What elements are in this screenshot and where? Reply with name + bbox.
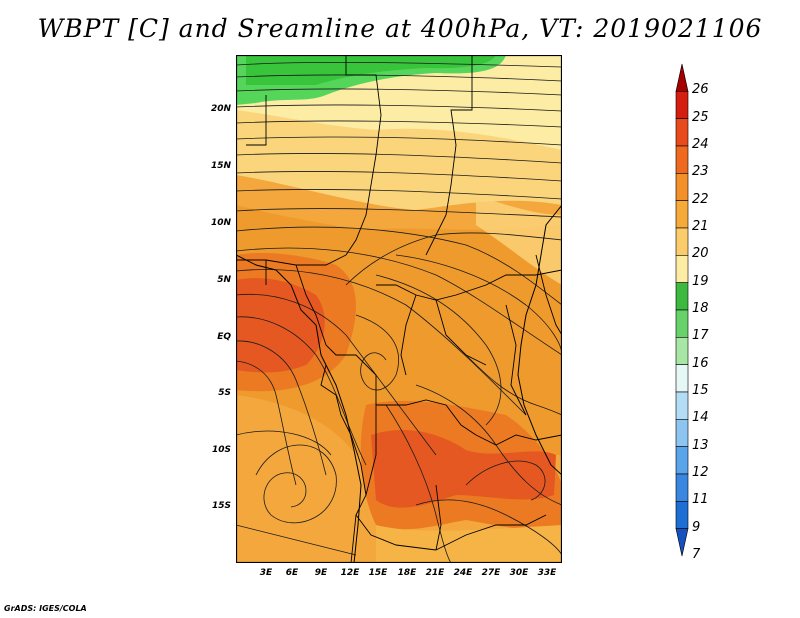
colorbar-segment [675, 63, 689, 92]
colorbar-label: 26 [692, 82, 709, 98]
colorbar-segment [675, 419, 689, 447]
lat-label: 15N [210, 161, 231, 171]
colorbar-segment [675, 200, 689, 229]
lon-label: 18E [397, 568, 417, 578]
colorbar-label: 13 [692, 437, 709, 453]
country-borders [236, 55, 562, 563]
colorbar-segment [675, 227, 689, 256]
lat-label: 20N [210, 104, 231, 114]
field-orange-sw [236, 395, 360, 563]
map-panel [236, 55, 562, 563]
lon-label: 15E [368, 568, 388, 578]
field-orange-bottom [376, 525, 562, 563]
field-red-west-core [236, 278, 325, 373]
lat-label: 15S [211, 501, 231, 511]
colorbar-segment [675, 528, 689, 557]
map-title: WBPT [C] and Sreamline at 400hPa, VT: 20… [37, 14, 763, 43]
colorbar-segment [675, 309, 689, 338]
colorbar-segment [675, 145, 689, 174]
lon-label: 33E [537, 568, 557, 578]
lat-label: 10S [211, 445, 231, 455]
colorbar-label: 22 [692, 191, 709, 207]
coastline [236, 254, 362, 563]
lat-label: 5N [217, 275, 231, 285]
colorbar-label: 18 [692, 301, 709, 316]
colorbar-segment [675, 501, 689, 529]
colorbar-segment [675, 337, 689, 365]
colorbar-label: 16 [692, 355, 709, 371]
colorbar-label: 17 [692, 328, 709, 344]
credit-text: GrADS: IGES/COLA [4, 604, 87, 613]
colorbar-label: 21 [692, 219, 709, 234]
lon-label: 9E [314, 568, 328, 578]
lat-label: 5S [218, 388, 231, 398]
map-plot [236, 55, 562, 563]
colorbar-segment [675, 91, 689, 119]
colorbar-label: 14 [692, 410, 709, 426]
colorbar-segment [675, 391, 689, 420]
colorbar-segment [675, 473, 689, 502]
colorbar-segment [675, 118, 689, 147]
colorbar-label: 12 [692, 465, 709, 480]
colorbar-label: 9 [692, 519, 701, 535]
colorbar-label: 23 [692, 164, 709, 180]
lon-label: 3E [259, 568, 273, 578]
colorbar-segment [675, 282, 689, 311]
colorbar [675, 63, 689, 557]
map-frame [236, 55, 562, 563]
colorbar-label: 24 [692, 137, 709, 152]
colorbar-label: 11 [692, 492, 709, 508]
field-red-south-core [371, 430, 556, 508]
lon-label: 27E [481, 568, 501, 578]
colorbar-label: 20 [692, 246, 709, 262]
lat-label: 10N [210, 218, 231, 228]
colorbar-label: 25 [692, 109, 709, 125]
colorbar-label: 7 [692, 547, 701, 562]
colorbar-segment [675, 255, 689, 283]
colorbar-segment [675, 446, 689, 475]
lon-label: 24E [453, 568, 473, 578]
east-coastline [517, 204, 562, 476]
lon-label: 6E [285, 568, 299, 578]
colorbar-label: 15 [692, 383, 709, 398]
lon-label: 12E [340, 568, 360, 578]
lat-label: EQ [217, 332, 231, 342]
lon-label: 30E [509, 568, 529, 578]
lon-label: 21E [425, 568, 445, 578]
colorbar-segment [675, 173, 689, 201]
colorbar-segment [675, 364, 689, 393]
field-yellow-east [476, 195, 562, 285]
colorbar-label: 19 [692, 273, 709, 289]
